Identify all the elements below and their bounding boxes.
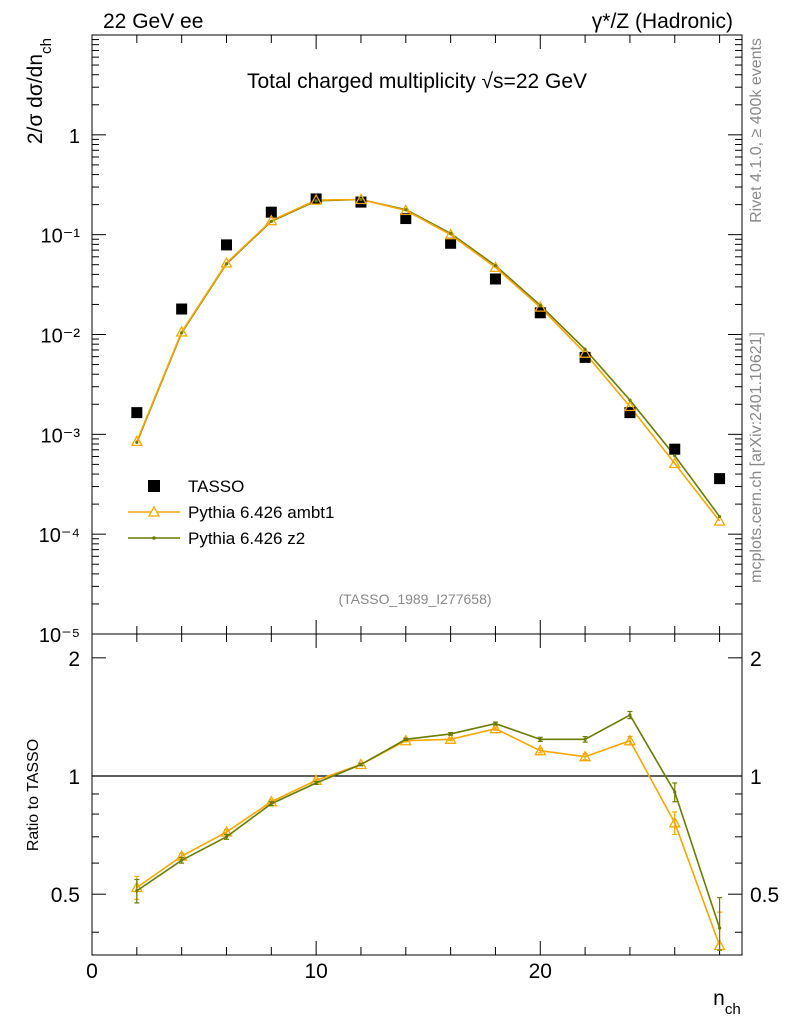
data-point-z2	[359, 197, 363, 202]
legend-label: Pythia 6.426 z2	[188, 529, 305, 548]
data-point-z2	[583, 347, 587, 351]
data-point-tasso	[355, 196, 367, 208]
ratio-y-axis-label: Ratio to TASSO	[25, 739, 42, 851]
x-tick-label: 20	[529, 960, 552, 983]
ratio-point-z2	[180, 858, 184, 862]
ratio-point-z2	[359, 762, 363, 767]
data-point-ambt1	[399, 204, 412, 216]
data-point-tasso	[534, 307, 546, 319]
y-tick-label: 10⁻²	[41, 326, 81, 348]
ratio-plot-panel: 0 10 20 nch 0.5 0.5 1 1 2 2 Ratio to TASSO	[25, 633, 779, 1018]
ratio-point-z2	[628, 713, 632, 717]
data-point-tasso	[131, 407, 143, 419]
data-point-ambt1	[444, 228, 457, 240]
y-tick-label: 1	[69, 126, 80, 148]
ratio-y-tick-label-right: 0.5	[750, 884, 779, 907]
data-point-z2	[224, 262, 229, 266]
legend-marker-z2	[152, 536, 156, 540]
ratio-y-tick-label-right: 2	[750, 648, 762, 671]
ratio-line-pythia-6-426-ambt1	[136, 727, 721, 946]
series-line-pythia-6-426-ambt1	[136, 198, 721, 522]
ratio-point-z2	[314, 781, 318, 785]
data-point-ambt1	[310, 193, 323, 205]
data-point-z2	[404, 208, 408, 212]
data-point-ambt1	[175, 325, 188, 337]
ratio-point-z2	[269, 802, 273, 806]
data-point-z2	[180, 331, 184, 335]
y-tick-label: 10⁻³	[41, 425, 81, 447]
ratio-y-tick-label: 0.5	[51, 884, 80, 907]
y-tick-label: 10⁻⁵	[39, 625, 80, 647]
data-point-ambt1	[534, 300, 547, 312]
ratio-y-tick-label: 2	[68, 648, 80, 671]
ratio-point-ambt1	[444, 732, 457, 744]
data-point-z2	[493, 263, 498, 268]
data-point-tasso	[220, 239, 232, 251]
data-point-tasso	[176, 303, 188, 315]
ratio-point-z2	[717, 926, 722, 930]
ratio-line-pythia-6-426-z2	[136, 713, 721, 929]
data-point-z2	[269, 219, 273, 223]
analysis-watermark: (TASSO_1989_I277658)	[338, 591, 491, 607]
ratio-point-z2	[583, 737, 587, 741]
header-right: γ*/Z (Hadronic)	[592, 10, 733, 33]
data-point-tasso	[400, 213, 412, 225]
plot-title: Total charged multiplicity √s=22 GeV	[247, 70, 587, 93]
ratio-point-ambt1	[489, 722, 502, 734]
data-point-z2	[314, 199, 318, 203]
data-point-ambt1	[130, 435, 143, 447]
data-point-ambt1	[220, 256, 233, 268]
ratio-point-z2	[224, 835, 229, 839]
data-point-ambt1	[713, 514, 726, 526]
data-point-tasso	[669, 443, 681, 455]
ratio-point-z2	[135, 889, 139, 893]
data-point-tasso	[714, 473, 726, 485]
main-plot-panel: 10⁻⁵ 10⁻⁴ 10⁻³ 10⁻² 10⁻¹ 1 2/σ dσ/dnch Total ch…	[24, 34, 743, 647]
data-point-ambt1	[668, 457, 681, 469]
side-label-rivet: Rivet 4.1.0, ≥ 400k events	[748, 38, 765, 223]
data-point-ambt1	[265, 214, 278, 226]
data-point-ambt1	[489, 261, 502, 273]
x-tick-label: 10	[304, 960, 327, 983]
data-point-tasso	[265, 206, 277, 218]
ratio-point-z2	[449, 732, 453, 736]
x-tick-label: 0	[86, 960, 98, 983]
legend-marker-ambt1	[147, 505, 161, 517]
data-point-tasso	[489, 273, 501, 285]
ratio-y-tick-label-right: 1	[750, 766, 762, 789]
data-point-z2	[717, 514, 722, 519]
header-left: 22 GeV ee	[103, 10, 203, 33]
side-label-mcplots: mcplots.cern.ch [arXiv:2401.10621]	[748, 332, 765, 583]
ratio-point-ambt1	[623, 734, 637, 746]
ratio-point-z2	[404, 737, 408, 741]
data-point-tasso	[445, 237, 457, 249]
y-tick-label: 10⁻¹	[41, 226, 81, 248]
ratio-point-z2	[538, 737, 542, 741]
ratio-point-z2	[673, 790, 677, 794]
ratio-y-tick-label: 1	[68, 766, 80, 789]
ratio-point-ambt1	[578, 750, 592, 762]
ratio-point-ambt1	[534, 744, 547, 756]
ratio-frame	[91, 633, 743, 956]
data-point-z2	[628, 398, 632, 402]
data-point-z2	[673, 454, 677, 458]
data-point-z2	[135, 440, 139, 445]
legend-marker-tasso	[148, 480, 160, 492]
data-point-tasso	[310, 193, 322, 205]
legend-label: Pythia 6.426 ambt1	[188, 503, 334, 522]
y-tick-label: 10⁻⁴	[39, 525, 80, 547]
x-axis-label: nch	[713, 987, 741, 1018]
ratio-point-z2	[493, 721, 498, 726]
data-point-ambt1	[354, 193, 368, 205]
data-point-ambt1	[623, 400, 637, 412]
ratio-point-ambt1	[668, 816, 681, 828]
y-axis-label: 2/σ dσ/dnch	[24, 38, 55, 144]
data-point-tasso	[624, 407, 636, 419]
data-point-z2	[538, 303, 542, 307]
data-point-z2	[449, 231, 453, 235]
data-point-ambt1	[578, 346, 592, 358]
legend-label: TASSO	[188, 477, 244, 496]
